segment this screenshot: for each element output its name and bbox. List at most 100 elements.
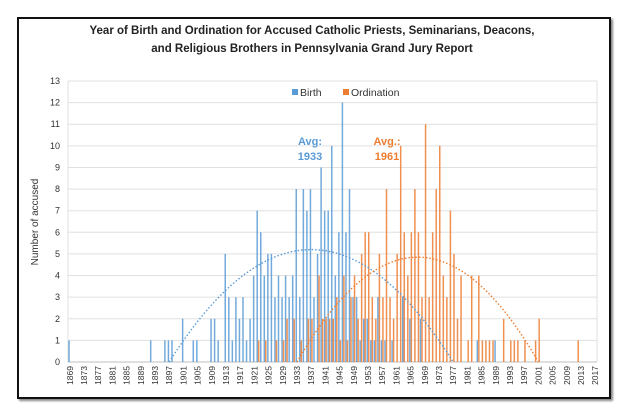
birth-bar-1931 (288, 297, 290, 362)
ordination-bar-1939 (318, 275, 320, 362)
x-tick-label: 2013 (576, 366, 586, 385)
birth-bar-1955 (373, 340, 376, 362)
birth-trendline (168, 248, 454, 363)
birth-bar-1968 (419, 318, 422, 362)
x-tick-label: 2001 (533, 366, 543, 385)
birth-bar-1916 (235, 297, 237, 362)
ordination-bar-1978 (456, 318, 459, 362)
x-tick-label: 1897 (164, 366, 174, 385)
ordination-bar-1929 (282, 340, 285, 362)
ordination-bar-1936 (307, 318, 310, 362)
ordination-bar-1950 (357, 318, 359, 362)
ordination-bar-1924 (265, 340, 267, 362)
ordination-bar-1973 (439, 145, 441, 362)
y-axis-label: Number of accused (30, 179, 41, 266)
ordination-bar-1949 (353, 275, 356, 362)
ordination-bar-1967 (417, 232, 420, 362)
legend-ordination-label: Ordination (351, 87, 400, 99)
birth-bar-1915 (231, 340, 234, 362)
birth-bar-1928 (277, 275, 280, 362)
ordination-bar-1986 (485, 340, 487, 362)
birth-bar-1921 (252, 275, 255, 362)
x-tick-label: 1909 (207, 366, 217, 385)
ordination-bar-1974 (442, 275, 445, 362)
birth-bar-1924 (263, 275, 266, 362)
birth-bar-1944 (334, 275, 337, 362)
birth-bar-1930 (284, 275, 287, 362)
y-tick-label: 9 (55, 162, 60, 172)
birth-bar-1920 (249, 318, 251, 362)
birth-bar-1914 (228, 297, 230, 362)
x-tick-label: 1921 (249, 366, 259, 385)
ordination-bar-1951 (360, 253, 363, 362)
birth-bar-1892 (149, 340, 152, 362)
ordination-bar-1979 (460, 275, 462, 362)
birth-bar-1923 (260, 232, 262, 362)
birth-bar-1947 (345, 232, 347, 362)
ordination-bar-1964 (407, 275, 409, 362)
birth-bar-1942 (327, 210, 329, 362)
ordination-bar-1985 (481, 340, 484, 362)
birth-bar-1905 (196, 340, 198, 362)
ordination-bar-1962 (399, 145, 402, 362)
x-tick-label: 1941 (320, 366, 330, 385)
y-tick-label: 4 (55, 271, 60, 281)
x-tick-label: 1885 (122, 366, 132, 385)
chart-title-line-2: and Religious Brothers in Pennsylvania G… (151, 43, 473, 55)
ordination-bar-1944 (336, 297, 338, 362)
x-tick-label: 1989 (491, 366, 501, 385)
y-tick-label: 13 (50, 76, 60, 86)
ordination-bar-1977 (453, 253, 455, 362)
birth-bar-1896 (164, 340, 166, 362)
x-tick-label: 1869 (65, 366, 75, 385)
birth-bar-1925 (267, 253, 269, 362)
x-tick-label: 1953 (363, 366, 373, 385)
x-tick-label: 1965 (406, 366, 416, 385)
ordination-bar-2012 (577, 340, 579, 362)
y-tick-label: 7 (55, 206, 60, 216)
ordination-bar-1995 (517, 340, 519, 362)
ordination-bar-1946 (343, 275, 345, 362)
ordination-bar-1943 (332, 318, 334, 362)
birth-bar-1949 (352, 297, 354, 362)
ordination-avg-value: 1961 (375, 151, 399, 163)
birth-bar-1913 (224, 253, 226, 362)
birth-avg-label: Avg: (298, 136, 322, 148)
birth-bar-1937 (309, 189, 312, 362)
y-tick-label: 2 (55, 314, 60, 324)
ordination-bar-1954 (371, 297, 374, 362)
ordination-bar-1981 (467, 340, 469, 362)
ordination-bar-1927 (275, 340, 278, 362)
ordination-bar-1966 (414, 189, 416, 362)
x-tick-label: 1925 (264, 366, 274, 385)
y-tick-label: 12 (50, 98, 60, 108)
x-tick-label: 1877 (93, 366, 103, 385)
x-tick-label: 1973 (434, 366, 444, 385)
y-tick-label: 10 (50, 141, 60, 151)
y-tick-label: 8 (55, 184, 60, 194)
chart-title-line-1: Year of Birth and Ordination for Accused… (90, 25, 535, 37)
ordination-bar-1965 (410, 232, 413, 362)
birth-bar-1941 (323, 210, 326, 362)
birth-bar-1922 (256, 210, 258, 362)
ordination-trendline (296, 256, 540, 363)
birth-bar-1939 (316, 253, 319, 362)
x-tick-label: 1893 (150, 366, 160, 385)
legend-birth-label: Birth (300, 87, 322, 99)
ordination-bar-2001 (538, 318, 540, 362)
birth-bar-1917 (238, 318, 241, 362)
x-tick-label: 1961 (391, 366, 401, 385)
x-tick-label: 1977 (448, 366, 458, 385)
y-tick-label: 1 (55, 335, 60, 345)
birth-avg-value: 1933 (298, 151, 322, 163)
ordination-avg-label: Avg.: (373, 136, 400, 148)
x-tick-label: 1917 (235, 366, 245, 385)
birth-bar-1911 (217, 340, 219, 362)
ordination-bar-1947 (346, 340, 349, 362)
birth-bar-1933 (295, 189, 297, 362)
ordination-bar-1942 (328, 318, 331, 362)
ordination-bar-2000 (534, 340, 537, 362)
ordination-bar-1993 (510, 340, 512, 362)
birth-bar-1926 (270, 253, 273, 362)
